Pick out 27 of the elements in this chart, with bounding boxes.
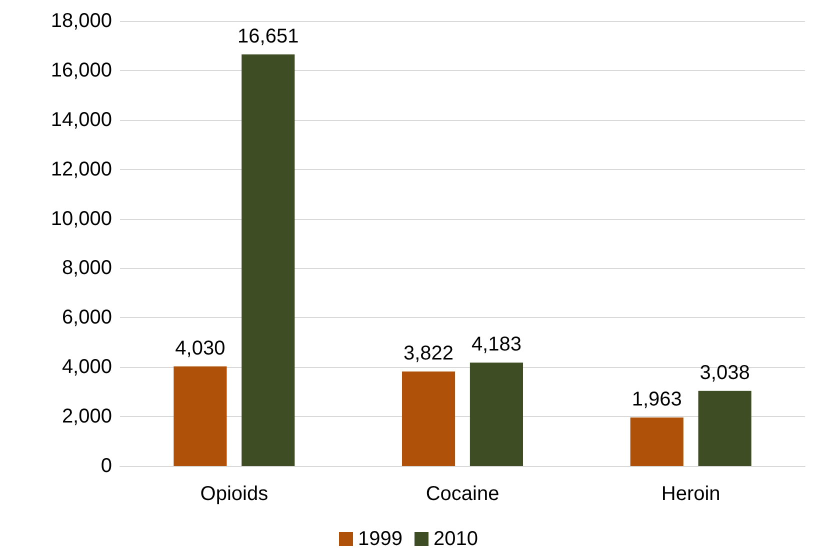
- y-tick-label: 0: [100, 455, 112, 477]
- bar: [698, 390, 752, 466]
- legend-label: 1999: [358, 528, 403, 550]
- x-tick-label: Heroin: [661, 483, 720, 505]
- data-label: 4,030: [175, 337, 226, 360]
- bar: [630, 417, 684, 466]
- bar: [470, 362, 524, 466]
- data-label: 1,963: [632, 388, 682, 410]
- bar: [242, 54, 295, 466]
- y-tick-label: 18,000: [50, 10, 112, 32]
- y-tick-label: 16,000: [50, 59, 112, 82]
- data-label: 3,038: [700, 362, 750, 384]
- bar: [402, 372, 456, 466]
- bar: [174, 366, 227, 466]
- y-tick-label: 2,000: [62, 406, 112, 428]
- y-tick-label: 6,000: [62, 306, 112, 329]
- legend-label: 2010: [434, 528, 478, 550]
- y-tick-label: 10,000: [50, 208, 112, 230]
- y-tick-label: 12,000: [50, 158, 112, 180]
- data-label: 16,651: [238, 25, 299, 48]
- y-tick-label: 14,000: [50, 108, 112, 131]
- data-label: 3,822: [404, 342, 454, 365]
- y-tick-label: 4,000: [62, 356, 112, 378]
- x-tick-label: Cocaine: [426, 483, 500, 505]
- y-tick-label: 8,000: [62, 257, 112, 280]
- x-tick-label: Opioids: [200, 483, 268, 505]
- data-label: 4,183: [471, 334, 522, 356]
